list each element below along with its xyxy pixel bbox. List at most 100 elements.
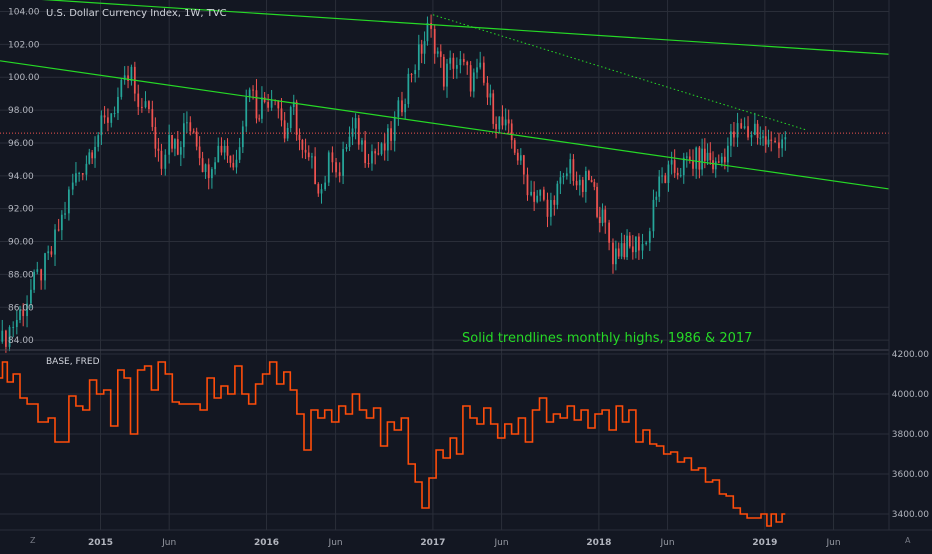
candle-body bbox=[767, 139, 770, 145]
y-tick-label: 84.00 bbox=[8, 336, 34, 346]
timezone-toggle[interactable]: Z bbox=[30, 536, 36, 545]
candle-body bbox=[270, 99, 273, 108]
candle-body bbox=[393, 116, 396, 141]
candle-body bbox=[335, 162, 337, 173]
candle-body bbox=[201, 158, 204, 173]
candle-body bbox=[770, 139, 773, 141]
candle-body bbox=[36, 269, 39, 272]
candle-body bbox=[22, 309, 25, 317]
candle-body bbox=[550, 200, 552, 217]
candle-body bbox=[407, 73, 410, 105]
candle-body bbox=[338, 172, 341, 176]
time-axis[interactable]: 2015 Jun 2016 Jun 2017 Jun 2018 Jun 2019 Jun bbox=[88, 538, 841, 548]
candle-body bbox=[590, 180, 593, 183]
candle-body bbox=[238, 147, 241, 160]
candle-body bbox=[634, 236, 637, 253]
candle-body bbox=[714, 161, 717, 170]
candle-body bbox=[110, 113, 113, 123]
candle-body bbox=[753, 123, 756, 135]
candle-body bbox=[40, 269, 43, 281]
y-tick-label: 88.00 bbox=[8, 270, 34, 280]
candle-body bbox=[33, 271, 35, 290]
candle-body bbox=[401, 100, 403, 113]
candle-body bbox=[516, 152, 519, 161]
candle-body bbox=[562, 176, 565, 178]
candle-body bbox=[144, 101, 147, 108]
candle-body bbox=[442, 56, 445, 87]
base-series-line bbox=[0, 361, 786, 527]
x-tick-label: Jun bbox=[660, 538, 675, 548]
candle-body bbox=[57, 229, 60, 231]
solid-trendline[interactable] bbox=[0, 60, 890, 190]
candle-body bbox=[498, 116, 501, 130]
candle-body bbox=[261, 97, 263, 119]
candle-body bbox=[390, 128, 392, 141]
auto-scale-toggle[interactable]: A bbox=[905, 536, 911, 545]
candle-body bbox=[12, 327, 15, 329]
x-tick-label: Jun bbox=[494, 538, 509, 548]
main-price-axis[interactable]: 84.00 86.00 88.00 90.00 92.00 94.00 96.00 98.00… bbox=[8, 8, 40, 347]
candle-body bbox=[198, 146, 201, 159]
y-tick-label: 102.00 bbox=[8, 40, 40, 50]
candle-body bbox=[459, 59, 462, 66]
candle-body bbox=[588, 171, 590, 181]
candle-body bbox=[267, 102, 270, 108]
candle-body bbox=[217, 145, 220, 163]
candle-body bbox=[117, 96, 119, 114]
y-tick-label: 3400.00 bbox=[892, 510, 929, 520]
candle-body bbox=[733, 131, 735, 138]
candle-body bbox=[685, 156, 688, 158]
candle-body bbox=[423, 41, 426, 54]
candle-body bbox=[214, 162, 216, 170]
candle-body bbox=[542, 189, 545, 200]
candle-body bbox=[446, 63, 448, 87]
candle-body bbox=[374, 151, 377, 154]
trendline-annotation: Solid trendlines monthly highs, 1986 & 2… bbox=[462, 331, 752, 346]
candle-body bbox=[723, 156, 726, 163]
candle-body bbox=[507, 119, 510, 124]
candle-body bbox=[301, 139, 304, 150]
candle-body bbox=[641, 244, 644, 251]
candle-body bbox=[462, 59, 465, 62]
candle-body bbox=[100, 115, 103, 136]
x-tick-label: 2017 bbox=[420, 538, 445, 548]
candle-body bbox=[229, 155, 232, 163]
candle-body bbox=[255, 90, 258, 119]
candle-body bbox=[601, 209, 604, 223]
candle-body bbox=[120, 80, 123, 97]
candle-body bbox=[575, 180, 578, 186]
candle-body bbox=[712, 160, 714, 170]
candle-body bbox=[348, 136, 351, 148]
candle-body bbox=[679, 175, 682, 177]
candle-body bbox=[692, 160, 694, 169]
candle-body bbox=[676, 172, 679, 176]
candle-body bbox=[536, 195, 539, 202]
candle-body bbox=[648, 231, 651, 243]
candle-body bbox=[695, 147, 698, 169]
candle-body bbox=[614, 248, 617, 265]
candle-body bbox=[357, 118, 360, 145]
candle-body bbox=[88, 152, 91, 164]
candle-body bbox=[703, 148, 706, 161]
candle-body bbox=[351, 128, 354, 137]
candle-body bbox=[292, 101, 295, 108]
candle-body bbox=[417, 44, 420, 71]
main-chart-title: U.S. Dollar Currency Index, 1W, TVC bbox=[46, 8, 227, 19]
y-tick-label: 90.00 bbox=[8, 238, 34, 248]
candle-body bbox=[781, 139, 784, 149]
candle-body bbox=[504, 119, 507, 126]
candle-body bbox=[85, 163, 88, 175]
candle-body bbox=[307, 152, 310, 158]
candle-body bbox=[317, 184, 320, 194]
candle-body bbox=[492, 93, 495, 124]
solid-trendline[interactable] bbox=[0, 0, 890, 55]
candle-body bbox=[762, 136, 764, 138]
candle-body bbox=[759, 137, 762, 139]
candle-body bbox=[331, 152, 334, 163]
base-price-axis[interactable]: 3400.00 3600.00 3800.00 4000.00 4200.00 bbox=[892, 350, 929, 520]
candle-body bbox=[241, 126, 244, 148]
candle-body bbox=[68, 189, 70, 214]
dotted-trendline[interactable] bbox=[432, 14, 806, 131]
candle-body bbox=[71, 182, 74, 190]
